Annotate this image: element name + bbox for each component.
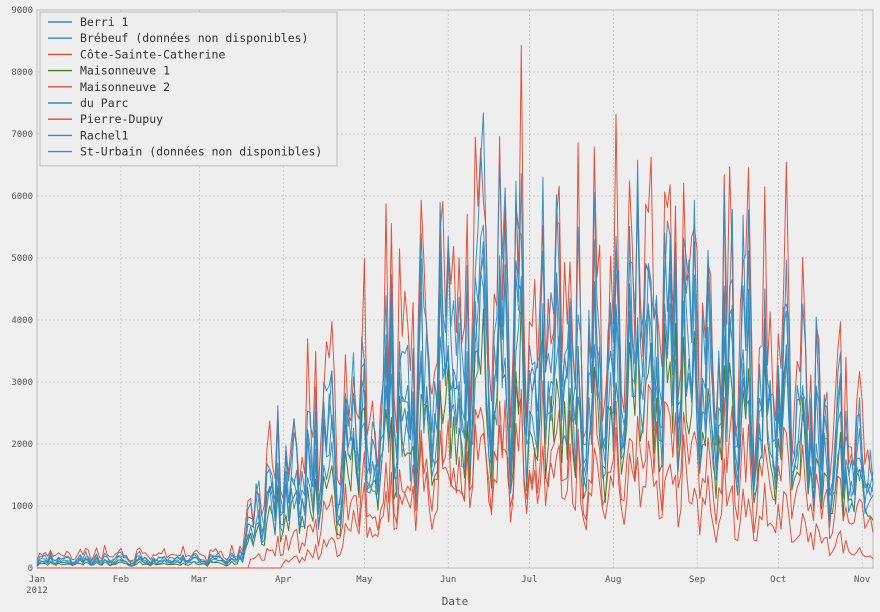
legend-label: Maisonneuve 1	[80, 64, 170, 78]
legend-label: Côte-Sainte-Catherine	[80, 47, 225, 61]
y-tick-label: 5000	[11, 254, 33, 264]
y-tick-label: 0	[28, 564, 33, 574]
x-tick-sublabel: 2012	[26, 586, 48, 596]
x-tick-label: Jun	[440, 575, 456, 585]
y-tick-label: 2000	[11, 440, 33, 450]
legend-label: St-Urbain (données non disponibles)	[80, 145, 322, 159]
x-tick-label: Apr	[275, 575, 292, 585]
legend-label: Pierre-Dupuy	[80, 112, 163, 126]
y-tick-label: 6000	[11, 192, 33, 202]
legend-label: Maisonneuve 2	[80, 80, 170, 94]
x-tick-label: Jan	[29, 575, 45, 585]
x-tick-label: Aug	[605, 575, 621, 585]
legend-label: Berri 1	[80, 15, 129, 29]
y-axis: 0 1000 2000 3000 4000 5000 6000 7000 8000 9000	[11, 6, 33, 574]
legend-label: Brébeuf (données non disponibles)	[80, 31, 308, 45]
legend: Berri 1 Brébeuf (données non disponibles)…	[39, 11, 338, 167]
x-tick-label: Nov	[854, 575, 870, 585]
series-line-4	[36, 293, 874, 567]
series-line-8	[36, 112, 874, 564]
series-layer	[36, 44, 874, 569]
x-tick-label: Oct	[770, 575, 786, 585]
legend-box	[39, 11, 338, 167]
x-tick-label: Mar	[191, 575, 208, 585]
y-tick-label: 8000	[11, 68, 33, 78]
y-tick-label: 3000	[11, 378, 33, 388]
y-tick-label: 4000	[11, 316, 33, 326]
x-axis-label: Date	[442, 595, 469, 608]
legend-label: du Parc	[80, 96, 128, 110]
x-tick-label: May	[356, 575, 373, 585]
y-tick-label: 9000	[11, 6, 33, 16]
series-line-7	[37, 388, 874, 569]
x-tick-label: Feb	[113, 575, 129, 585]
y-tick-label: 7000	[11, 130, 33, 140]
y-tick-label: 1000	[11, 502, 33, 512]
series-line-9	[36, 271, 874, 567]
x-tick-label: Sep	[689, 575, 705, 585]
legend-label: Rachel1	[80, 128, 129, 142]
x-tick-label: Jul	[521, 575, 537, 585]
